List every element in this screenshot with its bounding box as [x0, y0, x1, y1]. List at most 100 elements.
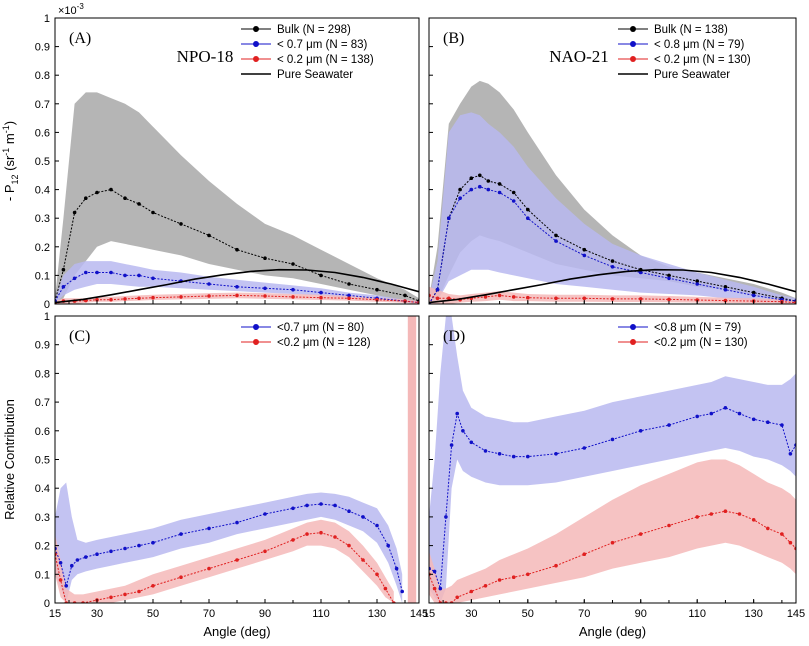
panel-a-legend-marker: [253, 41, 259, 47]
panel-b-series-0-point: [526, 207, 530, 212]
panel-b-series-0-point: [582, 247, 587, 252]
panel-a-series-line-3: [55, 268, 419, 304]
panel-d-series-1-point: [554, 563, 558, 568]
panel-b-legend-marker: [630, 26, 636, 32]
panel-c-series-0-point: [95, 552, 99, 556]
panel-d-series-0-point: [483, 449, 488, 453]
panel-c-series-0-point: [137, 543, 141, 548]
panel-b-series-1-point: [582, 253, 587, 258]
panel-a-series-1-point: [263, 286, 267, 291]
panel-c-ylabel: Relative Contribution: [2, 399, 17, 520]
panel-b: (B) NAO-21 Bulk (N = 138) < 0.8 μm (N = 79)…: [428, 17, 797, 305]
panel-d-series-1-point: [709, 512, 714, 516]
panel-b-series-1-point: [447, 216, 451, 220]
panel-c-series-1-point: [305, 532, 309, 536]
panel-d-series-1-point: [667, 523, 671, 528]
panel-d-series-0-point: [737, 411, 742, 416]
panel-b-band-2: [429, 286, 796, 304]
panel-b-series-2-point: [554, 296, 558, 301]
panel-c-xtick-label: 15: [49, 608, 61, 620]
panel-b-series-1-point: [554, 239, 558, 243]
panel-d-series-1-point: [469, 589, 474, 594]
panel-a-series-2-point: [95, 297, 99, 302]
panel-a-series-2-point: [207, 294, 211, 298]
panel-a-series-1-point: [109, 270, 113, 275]
panel-c-ytick-label: 0.7: [35, 397, 50, 409]
panel-c-series-0-point: [75, 558, 80, 562]
panel-c-ytick-label: 0.6: [35, 426, 50, 438]
panel-a-series-1-point: [347, 293, 351, 298]
panel-d-series-1-point: [526, 572, 530, 577]
panel-c-ytick-label: 0.5: [35, 455, 50, 467]
panel-c-series-0-point: [235, 520, 239, 525]
panel-d-series-0-point: [497, 452, 502, 456]
panel-b-series-1-point: [723, 287, 728, 292]
panel-b-series-1-point: [610, 265, 615, 269]
panel-d-series-0-point: [709, 411, 714, 416]
panel-b-legend: Bulk (N = 138) < 0.8 μm (N = 79) < 0.2 μm …: [618, 24, 751, 81]
panel-b-legend-label: < 0.2 μm (N = 130): [654, 54, 751, 66]
panel-a-series-0-point: [72, 210, 77, 215]
panel-a-ylabel: - P12 (sr-1 m-1): [1, 121, 20, 201]
panel-b-series-0-point: [751, 290, 756, 295]
panel-b-title: NAO-21: [549, 47, 609, 66]
panel-d-xtick-label: 145: [787, 608, 805, 620]
panel-b-letter: (B): [443, 30, 464, 47]
panel-a-ytick-label: 0.4: [35, 185, 50, 197]
panel-d-letter: (D): [443, 328, 465, 345]
panel-a-series-0-point: [207, 233, 211, 238]
panel-c-series-0-point: [207, 526, 211, 531]
panel-a-legend-label: Pure Seawater: [277, 69, 353, 81]
panel-d-series-0-point: [788, 452, 793, 456]
panel-c-ytick-label: 1: [44, 311, 50, 323]
panel-c-band-1: [55, 519, 394, 603]
panel-d-legend-label: <0.8 μm (N = 79): [654, 322, 741, 334]
panel-a-plot-area: [55, 92, 419, 304]
panel-b-series-1-point: [526, 216, 530, 220]
panel-a-series-0-point: [319, 273, 323, 278]
panel-d-series-0-point: [438, 586, 443, 591]
panel-b-series-2-point: [483, 295, 488, 299]
panel-b-series-2-point: [723, 298, 728, 303]
panel-c-series-1-point: [361, 558, 365, 562]
panel-c-legend-marker: [253, 339, 259, 345]
panel-d-series-1-point: [780, 532, 784, 536]
panel-b-series-line-0: [429, 174, 796, 304]
panel-b-series-1-point: [486, 187, 491, 192]
panel-b-series-2-point: [497, 293, 502, 298]
panel-b-series-1-point: [458, 196, 462, 200]
panel-a-series-0-point: [123, 196, 127, 200]
panel-b-series-0-point: [511, 190, 516, 195]
panel-d-xtick-label: 15: [423, 608, 435, 620]
panel-a-band-0: [55, 92, 419, 304]
panel-a-series-2-point: [375, 297, 379, 302]
panel-d-series-1-point: [432, 586, 437, 591]
panel-a-series-0-point: [291, 262, 295, 266]
panel-d-series-0-point: [751, 417, 756, 422]
panel-d-plot-area: [429, 316, 796, 603]
panel-a-series-0-point: [109, 187, 113, 192]
panel-c-series-0-point: [109, 549, 113, 554]
panel-d-series-0-point: [461, 429, 465, 433]
panel-d-series-1-point: [483, 584, 488, 588]
panel-c-band-0: [55, 482, 403, 603]
panel-d-series-0-point: [511, 454, 516, 459]
panel-a-ytick-label: 0.7: [35, 99, 50, 111]
panel-a-series-1-point: [123, 273, 127, 278]
panel-a-series-0-point: [61, 267, 66, 272]
panel-d-series-1-point: [638, 532, 643, 536]
panel-c-series-0-point: [333, 503, 337, 508]
panel-a-legend: Bulk (N = 298) < 0.7 μm (N = 83) < 0.2 μm …: [241, 24, 374, 81]
panel-d-series-1-point: [455, 595, 460, 600]
panel-b-series-2-point: [582, 296, 587, 301]
panel-b-series-1-point: [435, 287, 440, 292]
panel-c-plot-area: [55, 316, 417, 603]
panel-c-series-0-point: [400, 589, 405, 594]
panel-a-ytick-label: 0.2: [35, 242, 50, 254]
panel-c-ytick-label: 0.8: [35, 368, 50, 380]
panel-d-band-1: [429, 459, 796, 603]
panel-a-series-0-point: [347, 282, 351, 286]
panel-b-series-0-point: [554, 233, 558, 238]
panel-c-xtick-label: 30: [91, 608, 103, 620]
